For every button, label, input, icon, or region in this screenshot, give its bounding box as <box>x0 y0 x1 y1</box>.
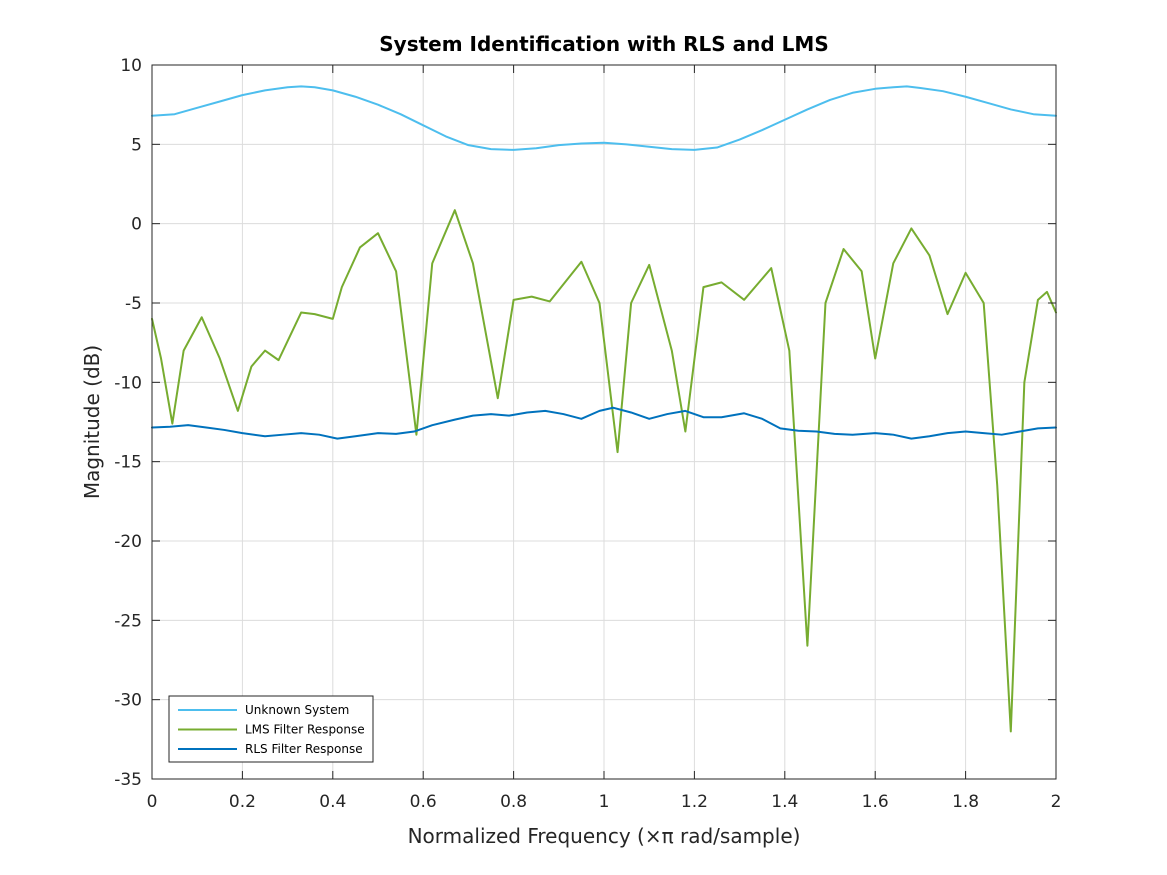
chart-title: System Identification with RLS and LMS <box>379 32 828 56</box>
x-tick-label: 1.4 <box>771 792 798 812</box>
x-axis-title: Normalized Frequency (×π rad/sample) <box>408 824 801 848</box>
y-tick-label: 5 <box>131 135 142 155</box>
x-tick-label: 1.6 <box>862 792 889 812</box>
y-tick-label: -25 <box>114 611 142 631</box>
series-line-2 <box>151 209 1057 733</box>
series-line-3 <box>151 406 1057 440</box>
x-tick-label: 0.8 <box>500 792 527 812</box>
legend-label: Unknown System <box>245 703 349 717</box>
legend-label: RLS Filter Response <box>245 742 363 756</box>
series-lines <box>151 85 1057 733</box>
y-tick-label: -15 <box>114 453 142 473</box>
y-tick-label: -20 <box>114 532 142 552</box>
y-tick-label: -35 <box>114 770 142 790</box>
x-tick-label: 2 <box>1051 792 1062 812</box>
x-tick-label: 0.6 <box>410 792 437 812</box>
x-tick-label: 1.8 <box>952 792 979 812</box>
y-tick-label: 0 <box>131 215 142 235</box>
y-tick-label: 10 <box>120 56 142 76</box>
x-tick-label: 1 <box>599 792 610 812</box>
x-tick-label: 0 <box>147 792 158 812</box>
legend: Unknown System LMS Filter Response RLS Fil… <box>168 695 374 763</box>
x-tick-label: 0.2 <box>229 792 256 812</box>
legend-label: LMS Filter Response <box>245 723 365 737</box>
ticks: 0 0.2 0.4 0.6 0.8 1 1.2 1.4 1.6 1.8 2 -35 -30 -25 -20 -… <box>114 56 1061 812</box>
x-tick-label: 1.2 <box>681 792 708 812</box>
y-axis-title: Magnitude (dB) <box>80 345 104 499</box>
y-tick-label: -10 <box>114 373 142 393</box>
series-line-1 <box>151 85 1057 151</box>
y-tick-label: -30 <box>114 691 142 711</box>
y-tick-label: -5 <box>125 294 142 314</box>
x-tick-label: 0.4 <box>319 792 346 812</box>
